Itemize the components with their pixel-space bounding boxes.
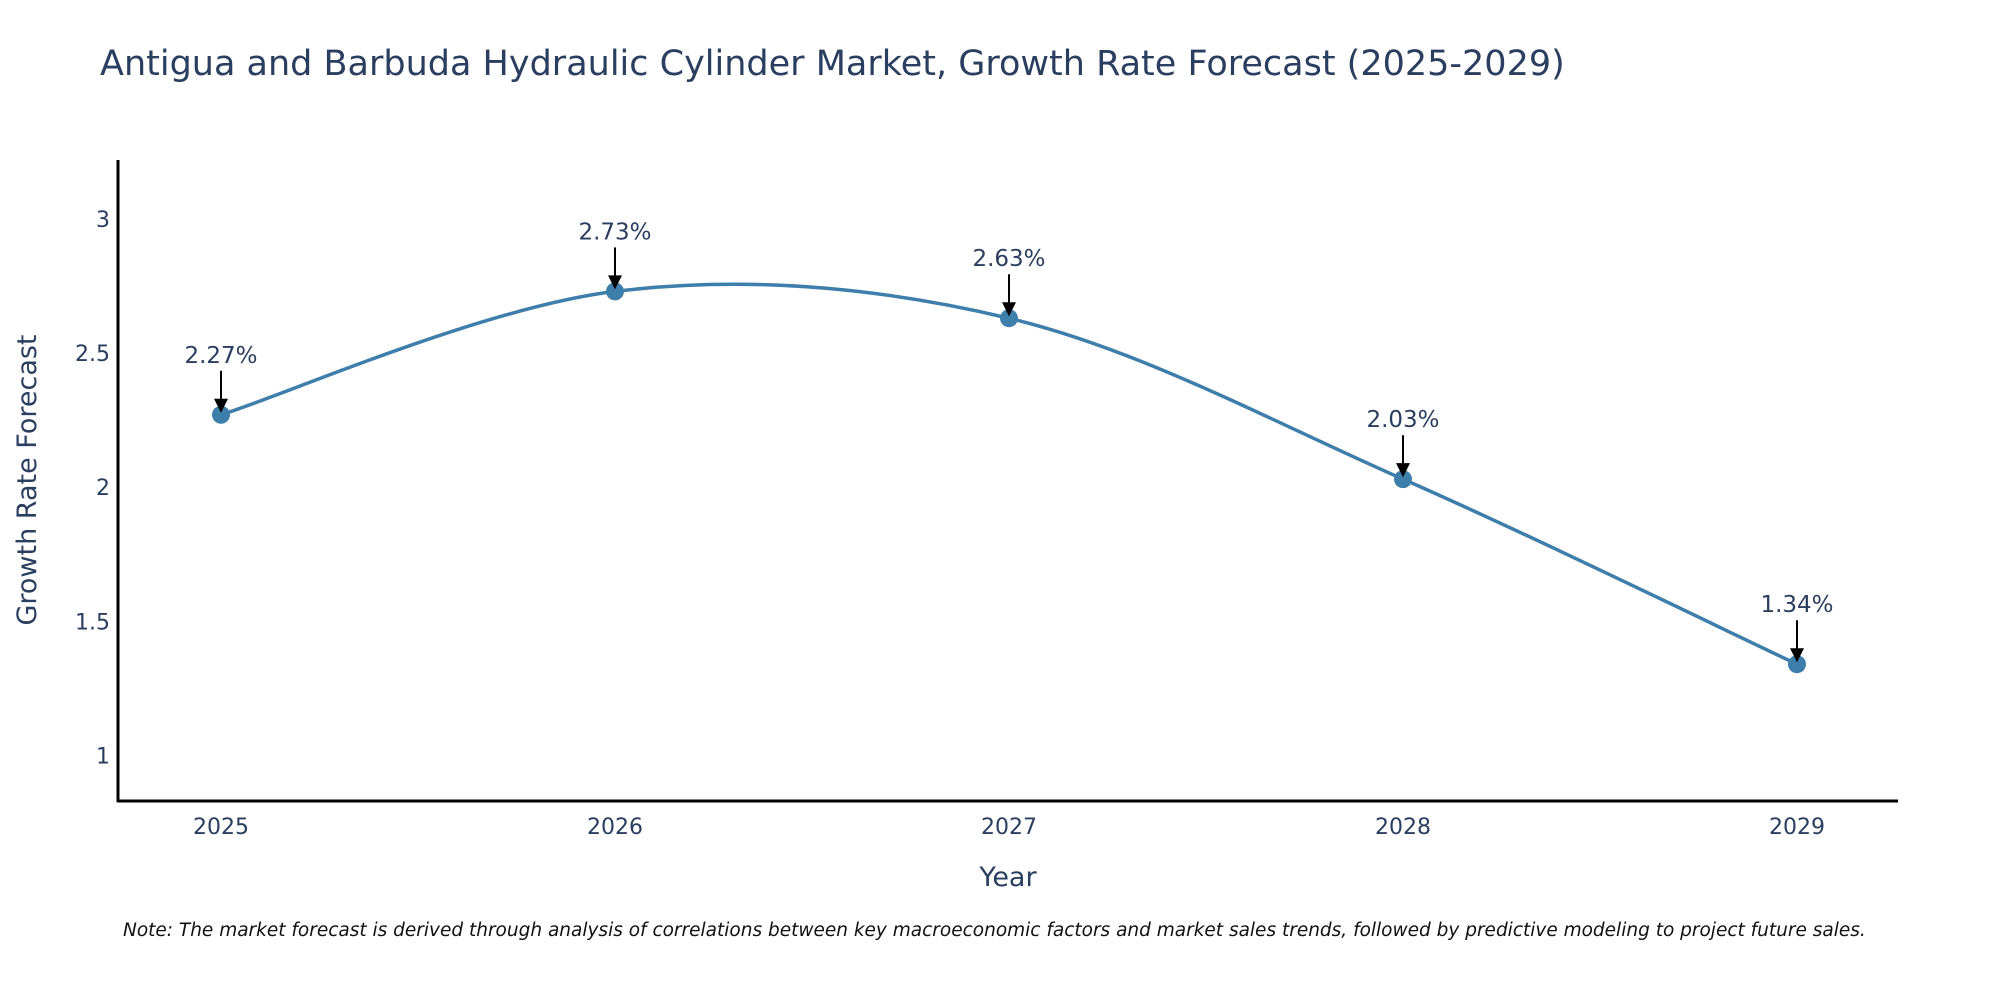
x-tick-label: 2025	[193, 815, 249, 840]
data-label: 2.27%	[184, 343, 257, 369]
data-label: 2.03%	[1366, 407, 1439, 433]
axes	[116, 160, 1898, 803]
y-tick-label: 3	[96, 208, 110, 233]
x-axis-title: Year	[978, 862, 1037, 893]
annotation-arrow-head	[214, 398, 228, 413]
x-tick-label: 2028	[1375, 815, 1431, 840]
x-tick-label: 2026	[587, 815, 643, 840]
annotation-arrow-head	[1396, 463, 1410, 478]
data-point	[212, 405, 230, 424]
x-ticks: 2025 2026 2027 2028 2029	[193, 815, 1825, 840]
annotation-arrow-head	[1002, 302, 1016, 317]
data-label: 2.63%	[972, 246, 1045, 272]
annotations: 2.27% 2.73% 2.63% 2.03% 1.34%	[184, 219, 1834, 663]
y-tick-label: 1	[96, 744, 110, 769]
data-point	[1000, 309, 1018, 328]
data-point	[1394, 470, 1412, 489]
y-axis-title: Growth Rate Forecast	[12, 334, 43, 625]
series-line	[220, 282, 1798, 666]
x-tick-label: 2029	[1769, 815, 1825, 840]
y-tick-label: 1.5	[75, 610, 110, 635]
y-ticks: 1 1.5 2 2.5 3	[75, 208, 110, 769]
y-tick-label: 2	[96, 476, 110, 501]
data-point	[606, 282, 624, 301]
data-label: 1.34%	[1760, 592, 1833, 618]
y-tick-label: 2.5	[75, 342, 110, 367]
chart-title: Antigua and Barbuda Hydraulic Cylinder M…	[100, 44, 1565, 84]
chart-note: Note: The market forecast is derived thr…	[123, 920, 1866, 941]
data-point	[1788, 655, 1806, 674]
markers	[212, 282, 1806, 674]
x-tick-label: 2027	[981, 815, 1037, 840]
data-label: 2.73%	[578, 219, 651, 245]
annotation-arrow-head	[1790, 648, 1804, 663]
annotation-arrow-head	[608, 275, 622, 290]
